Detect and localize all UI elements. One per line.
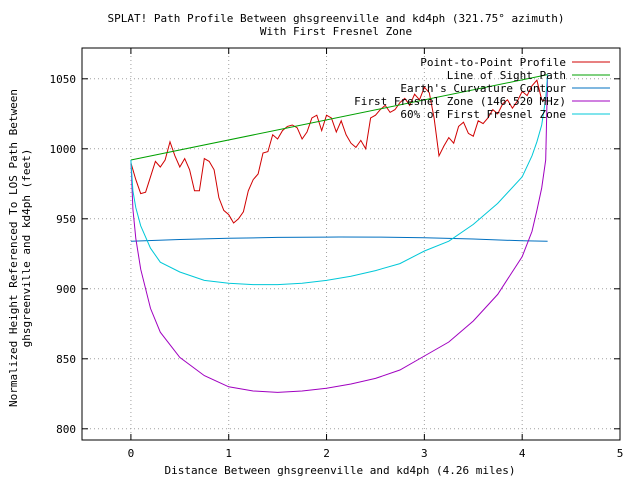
x-tick-label: 4 [519, 447, 526, 460]
y-tick-label: 850 [56, 353, 76, 366]
legend-entry-label: 60% of First Fresnel Zone [400, 108, 566, 121]
series-lines [130, 74, 549, 393]
series-line-earth-s-curvature-contour [130, 236, 548, 242]
x-tick-label: 3 [421, 447, 428, 460]
x-tick-label: 5 [617, 447, 624, 460]
grid-lines [82, 48, 620, 440]
axis-ticks: 0 1 2 3 4 5 800 850 900 950 1000 1050 [50, 48, 624, 460]
series-line-line-of-sight-path [130, 74, 548, 161]
legend-entry-label: Line of Sight Path [447, 69, 566, 82]
chart-subtitle: With First Fresnel Zone [260, 25, 412, 38]
y-tick-label: 950 [56, 213, 76, 226]
legend-entry-label: Point-to-Point Profile [420, 56, 566, 69]
y-tick-label: 1000 [50, 143, 77, 156]
y-axis-label-line-2: ghsgreenville and kd4ph (feet) [20, 149, 33, 348]
y-axis-label-line-1: Normalized Height Referenced To LOS Path… [7, 89, 20, 407]
y-tick-label: 800 [56, 423, 76, 436]
legend-entry-label: Earth's Curvature Contour [400, 82, 566, 95]
x-axis-label: Distance Between ghsgreenville and kd4ph… [165, 464, 516, 477]
y-tick-label: 1050 [50, 73, 77, 86]
x-tick-label: 1 [225, 447, 232, 460]
x-tick-label: 2 [323, 447, 330, 460]
chart-title: SPLAT! Path Profile Between ghsgreenvill… [108, 12, 565, 25]
series-line-point-to-point-profile [130, 79, 548, 224]
legend-entry-label: First Fresnel Zone (146.520 MHz) [354, 95, 566, 108]
y-tick-label: 900 [56, 283, 76, 296]
plot-border [81, 47, 621, 441]
x-tick-label: 0 [128, 447, 135, 460]
series-line-first-fresnel-zone-146-520-mhz [130, 74, 549, 393]
series-line-60-of-first-fresnel-zone [130, 74, 549, 286]
